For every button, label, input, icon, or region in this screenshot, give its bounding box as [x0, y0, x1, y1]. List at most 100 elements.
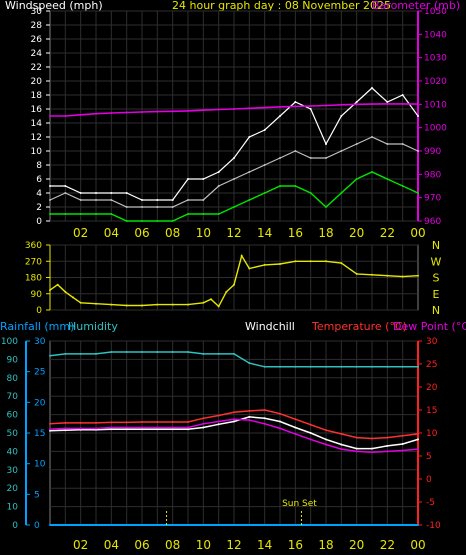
windchill-legend: Windchill: [245, 320, 295, 333]
point-barometer: [417, 103, 419, 106]
point-dew-point: [79, 427, 82, 430]
point-dew-point: [263, 422, 266, 425]
humidity-tick-label: 10: [7, 503, 19, 513]
point-gust: [355, 101, 358, 103]
point-rainfall: [125, 524, 128, 526]
point-low: [294, 185, 297, 187]
point-barometer: [49, 115, 51, 117]
humidity-tick-label: 70: [7, 392, 19, 402]
point-humidity: [294, 365, 297, 368]
point-rainfall: [49, 524, 51, 526]
wind-tick-label: 22: [31, 63, 42, 73]
point-windchill: [125, 428, 128, 431]
baro-tick-label: 1020: [424, 77, 447, 87]
point-low: [248, 199, 251, 201]
humidity-tick-label: 0: [12, 521, 18, 531]
point-temperature: [371, 437, 373, 440]
point-windchill: [386, 444, 389, 447]
point-barometer: [125, 111, 128, 114]
point-wind-direction: [248, 267, 251, 270]
rainfall-tick-label: 10: [34, 460, 46, 470]
point-low: [401, 185, 404, 187]
point-wind-direction: [225, 290, 228, 293]
rainfall-tick-label: 5: [34, 490, 40, 500]
compass-label: S: [433, 272, 440, 285]
temp-tick-label: 10: [426, 429, 438, 439]
x-tick-label-bottom: 00: [410, 538, 425, 552]
point-dew-point: [340, 448, 343, 451]
point-dew-point: [417, 448, 419, 451]
baro-tick-label: 1010: [424, 100, 447, 110]
x-tick-label-bottom: 22: [380, 538, 395, 552]
point-temperature: [233, 411, 235, 414]
point-dew-point: [386, 450, 389, 453]
point-temperature: [171, 421, 174, 423]
point-windchill: [171, 428, 174, 431]
point-barometer: [386, 102, 389, 105]
point-humidity: [279, 365, 281, 368]
point-humidity: [340, 365, 343, 368]
point-wind-direction: [263, 263, 266, 266]
point-windchill: [156, 428, 159, 431]
point-temperature: [386, 436, 389, 439]
temperature-legend: Temperature (°C): [311, 320, 407, 333]
temp-tick-label: 15: [426, 406, 437, 416]
point-wind-direction: [79, 301, 82, 304]
point-humidity: [401, 365, 404, 368]
point-rainfall: [417, 524, 419, 526]
compass-label: N: [432, 304, 440, 317]
point-wind-direction: [279, 263, 281, 265]
point-wind-direction: [141, 304, 143, 307]
point-low: [95, 213, 97, 215]
winddir-tick-label: 270: [25, 257, 42, 267]
point-dew-point: [141, 426, 143, 429]
point-gust: [294, 101, 297, 103]
rainfall-tick-label: 15: [34, 429, 45, 439]
point-humidity: [355, 365, 358, 368]
point-humidity: [202, 352, 205, 355]
point-rainfall: [401, 524, 404, 526]
rainfall-tick-label: 25: [34, 368, 45, 378]
point-rainfall: [141, 524, 143, 526]
point-windchill: [325, 438, 327, 441]
point-gust: [79, 192, 82, 194]
point-dew-point: [110, 426, 113, 429]
point-gust: [64, 185, 67, 187]
point-low: [371, 171, 373, 173]
point-wind-direction: [355, 272, 358, 275]
point-temperature: [279, 412, 281, 415]
point-barometer: [309, 105, 312, 107]
point-temperature: [187, 421, 189, 423]
point-windchill: [263, 417, 266, 420]
point-rainfall: [355, 524, 358, 526]
point-temperature: [355, 436, 358, 439]
x-tick-label-bottom: 18: [318, 538, 333, 552]
point-gust: [279, 115, 281, 117]
point-gust: [141, 199, 143, 201]
point-low: [279, 185, 281, 187]
point-barometer: [141, 111, 143, 113]
point-barometer: [95, 112, 97, 115]
point-wind-direction: [64, 290, 67, 293]
point-windspeed: [110, 199, 113, 201]
x-tick-label-bottom: 16: [288, 538, 303, 552]
point-gust: [110, 192, 113, 194]
point-humidity: [64, 352, 67, 355]
point-temperature: [417, 432, 419, 435]
point-barometer: [355, 103, 358, 106]
point-windspeed: [95, 199, 97, 201]
sunset-label: Sun Set: [282, 499, 317, 509]
point-barometer: [64, 115, 67, 117]
point-barometer: [401, 102, 404, 105]
point-dew-point: [171, 426, 174, 429]
point-windchill: [279, 420, 281, 423]
point-dew-point: [248, 419, 251, 422]
point-humidity: [217, 352, 220, 355]
point-low: [340, 192, 343, 194]
baro-tick-label: 1000: [424, 124, 447, 134]
point-dew-point: [279, 427, 281, 430]
point-rainfall: [279, 524, 281, 526]
point-barometer: [233, 108, 235, 110]
x-tick-label-bottom: 08: [165, 538, 180, 552]
